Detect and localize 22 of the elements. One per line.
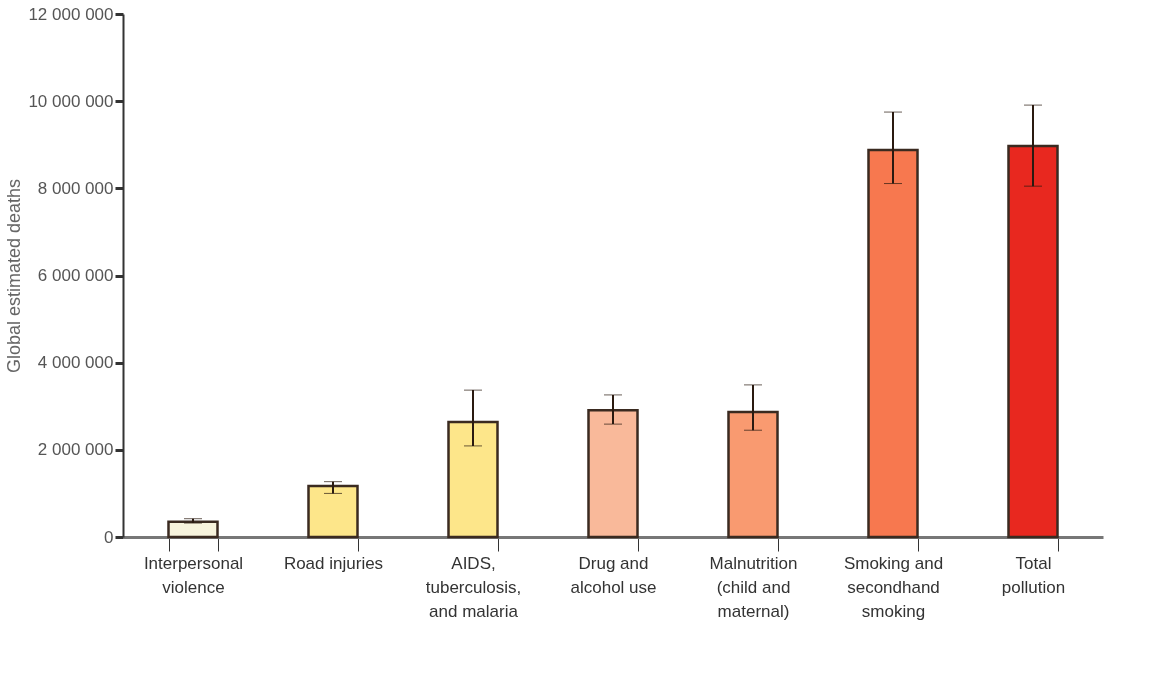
y-tick-label: 0 <box>104 527 114 547</box>
x-tick-label: Road injuries <box>283 553 384 573</box>
x-tick-label: Interpersonal violence <box>143 553 244 597</box>
bar <box>1007 144 1059 539</box>
y-tick-label: 12 000 000 <box>28 4 114 24</box>
bar <box>167 520 219 539</box>
y-tick-label: 4 000 000 <box>37 353 114 373</box>
y-tick-label: 2 000 000 <box>37 440 114 460</box>
bar <box>867 148 919 539</box>
bar <box>447 420 499 539</box>
bar <box>587 408 639 539</box>
x-tick-label: AIDS, tuberculosis, and malaria <box>425 553 522 621</box>
y-axis-title: Global estimated deaths <box>4 178 25 374</box>
x-tick-label: Smoking and secondhand smoking <box>843 553 944 621</box>
y-tick-label: 6 000 000 <box>37 266 114 285</box>
y-tick-label: 8 000 000 <box>37 178 114 198</box>
x-tick-label: Malnutrition (child and maternal) <box>709 553 798 621</box>
x-tick-label: Drug and alcohol use <box>570 553 657 597</box>
x-tick-label: Total pollution <box>1001 553 1066 597</box>
bar <box>727 410 779 539</box>
y-tick-label: 10 000 000 <box>28 91 114 111</box>
bar <box>307 484 359 539</box>
